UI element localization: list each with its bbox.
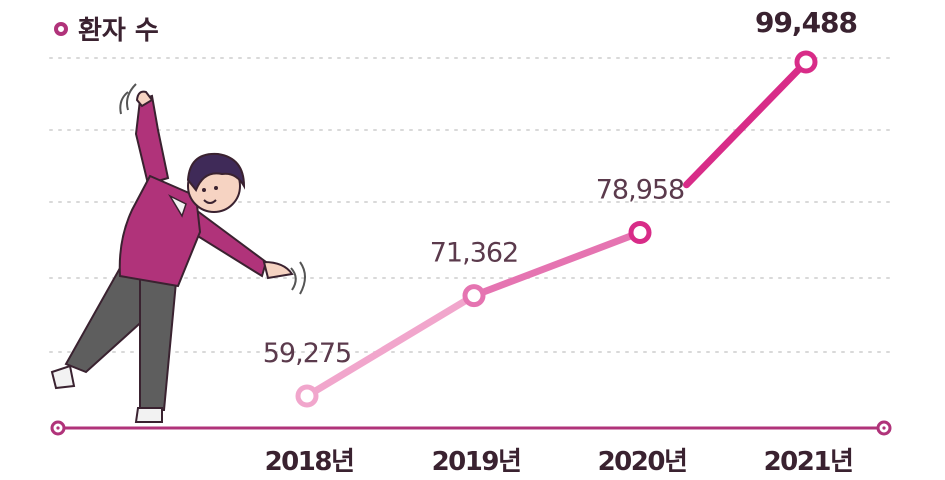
data-label: 99,488: [755, 6, 857, 39]
axis-end-center: [882, 426, 886, 430]
series-line: [303, 58, 810, 400]
x-tick-label: 2021년: [764, 447, 853, 477]
x-tick-label: 2019년: [432, 447, 521, 477]
x-tick-label: 2018년: [265, 447, 354, 477]
series-segment: [682, 58, 810, 189]
legend-label: 환자 수: [78, 16, 159, 46]
data-points: [295, 50, 818, 408]
chart-legend: 환자 수: [54, 10, 159, 47]
x-axis: [50, 420, 892, 436]
data-point: [794, 50, 818, 74]
series-segment: [303, 292, 478, 400]
data-point: [295, 384, 319, 408]
x-tick-label: 2020년: [598, 447, 687, 477]
data-point: [462, 284, 486, 308]
x-tick-labels: 2018년 2019년 2020년 2021년: [265, 447, 854, 477]
data-label: 71,362: [430, 238, 518, 269]
data-label: 59,275: [263, 338, 351, 369]
dancing-person-illustration: [50, 83, 306, 423]
data-point: [628, 221, 652, 245]
data-label: 78,958: [596, 175, 684, 206]
legend-circle-icon: [54, 21, 68, 36]
axis-end-center: [56, 426, 60, 430]
data-labels: 59,275 71,362 78,958 99,488: [263, 6, 858, 369]
series-segment: [470, 229, 644, 300]
